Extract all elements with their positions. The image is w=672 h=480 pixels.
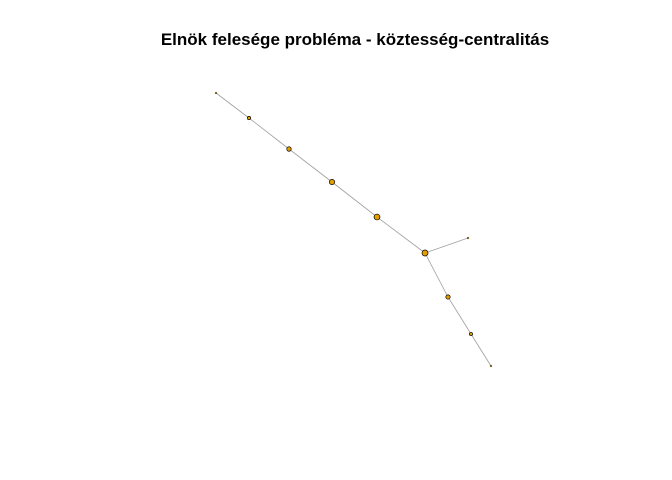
- edge-2-3: [248, 117, 290, 150]
- node-3: [286, 146, 292, 152]
- edge-6-8: [424, 252, 449, 298]
- edge-8-9: [447, 296, 472, 335]
- node-10: [489, 364, 493, 368]
- node-5: [373, 213, 381, 221]
- node-7: [466, 236, 470, 240]
- edge-1-2: [215, 92, 250, 119]
- node-6: [421, 249, 429, 257]
- nodes-layer: [214, 91, 493, 368]
- node-9: [469, 332, 473, 336]
- node-1: [214, 91, 218, 95]
- plot-title: Elnök felesége probléma - köztesség-cent…: [160, 30, 550, 49]
- edge-4-5: [331, 181, 378, 218]
- node-8: [445, 294, 451, 300]
- node-4: [328, 178, 336, 186]
- edge-3-4: [288, 148, 333, 183]
- edges-layer: [215, 92, 492, 367]
- node-2: [246, 115, 252, 121]
- edge-6-7: [424, 237, 469, 254]
- edge-5-6: [376, 216, 426, 254]
- edge-9-10: [470, 333, 492, 367]
